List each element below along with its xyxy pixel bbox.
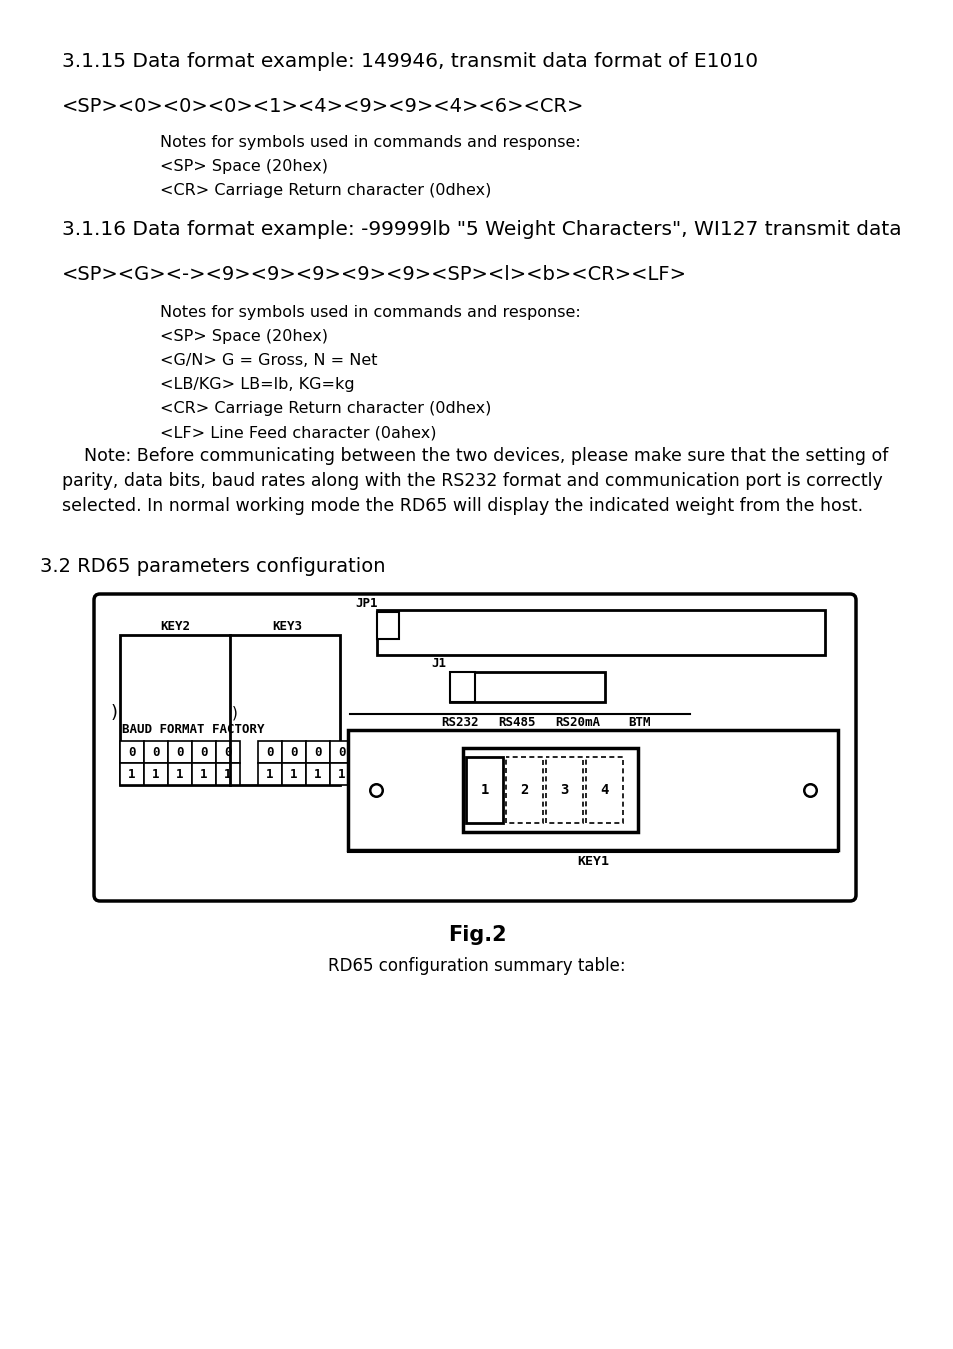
Text: <CR> Carriage Return character (0dhex): <CR> Carriage Return character (0dhex) — [160, 183, 491, 198]
Text: BAUD FORMAT FACTORY: BAUD FORMAT FACTORY — [122, 723, 264, 737]
Text: 0: 0 — [176, 746, 184, 758]
Bar — [215, 764, 240, 785]
Bar — [192, 741, 215, 764]
Text: 0: 0 — [152, 746, 159, 758]
Text: <SP><G><-><9><9><9><9><9><SP><l><b><CR><LF>: <SP><G><-><9><9><9><9><9><SP><l><b><CR><… — [62, 264, 686, 285]
Bar — [330, 741, 354, 764]
Text: 1: 1 — [266, 768, 274, 781]
Bar — [144, 741, 168, 764]
Text: KEY2: KEY2 — [160, 621, 190, 633]
Text: KEY3: KEY3 — [272, 621, 302, 633]
Text: Fig.2: Fig.2 — [447, 925, 506, 946]
Text: 3: 3 — [559, 782, 568, 797]
Bar — [120, 741, 144, 764]
Text: JP1: JP1 — [355, 598, 377, 610]
Bar — [257, 764, 282, 785]
Text: 0: 0 — [128, 746, 135, 758]
Text: 0: 0 — [290, 746, 297, 758]
Text: <SP> Space (20hex): <SP> Space (20hex) — [160, 329, 328, 344]
Text: Notes for symbols used in commands and response:: Notes for symbols used in commands and r… — [160, 305, 580, 320]
Text: 3.2 RD65 parameters configuration: 3.2 RD65 parameters configuration — [40, 557, 385, 576]
Text: 1: 1 — [479, 782, 488, 797]
Bar — [257, 741, 282, 764]
Bar — [282, 764, 306, 785]
Text: <LB/KG> LB=lb, KG=kg: <LB/KG> LB=lb, KG=kg — [160, 376, 355, 393]
Text: 0: 0 — [224, 746, 232, 758]
Bar — [462, 747, 638, 832]
Bar — [168, 741, 192, 764]
Text: ): ) — [111, 704, 118, 722]
Text: <CR> Carriage Return character (0dhex): <CR> Carriage Return character (0dhex) — [160, 401, 491, 415]
Bar — [282, 741, 306, 764]
Text: 3.1.15 Data format example: 149946, transmit data format of E1010: 3.1.15 Data format example: 149946, tran… — [62, 53, 758, 71]
Text: <LF> Line Feed character (0ahex): <LF> Line Feed character (0ahex) — [160, 425, 436, 440]
Bar — [120, 635, 339, 785]
Text: 0: 0 — [338, 746, 345, 758]
Text: selected. In normal working mode the RD65 will display the indicated weight from: selected. In normal working mode the RD6… — [62, 496, 862, 515]
Text: parity, data bits, baud rates along with the RS232 format and communication port: parity, data bits, baud rates along with… — [62, 472, 882, 490]
Text: ): ) — [232, 706, 237, 720]
Bar — [306, 764, 330, 785]
Bar — [376, 612, 398, 639]
Bar — [215, 741, 240, 764]
Text: 1: 1 — [128, 768, 135, 781]
Text: RS232: RS232 — [441, 716, 478, 728]
Text: 1: 1 — [224, 768, 232, 781]
Text: KEY1: KEY1 — [577, 855, 608, 867]
Text: 1: 1 — [314, 768, 321, 781]
FancyBboxPatch shape — [94, 594, 855, 901]
Text: 0: 0 — [200, 746, 208, 758]
Bar — [192, 764, 215, 785]
Text: Notes for symbols used in commands and response:: Notes for symbols used in commands and r… — [160, 135, 580, 150]
Text: Note: Before communicating between the two devices, please make sure that the se: Note: Before communicating between the t… — [62, 447, 887, 465]
Bar — [144, 764, 168, 785]
Bar — [585, 757, 622, 823]
Text: 1: 1 — [200, 768, 208, 781]
Text: 1: 1 — [176, 768, 184, 781]
Bar — [450, 672, 604, 701]
Bar — [120, 764, 144, 785]
Text: 2: 2 — [519, 782, 528, 797]
Text: BTM: BTM — [628, 716, 651, 728]
Text: <SP> Space (20hex): <SP> Space (20hex) — [160, 159, 328, 174]
Bar — [168, 764, 192, 785]
Bar — [306, 741, 330, 764]
Text: <G/N> G = Gross, N = Net: <G/N> G = Gross, N = Net — [160, 353, 377, 368]
Bar — [330, 764, 354, 785]
Text: 3.1.16 Data format example: -99999lb "5 Weight Characters", WI127 transmit data: 3.1.16 Data format example: -99999lb "5 … — [62, 220, 901, 239]
Text: 0: 0 — [266, 746, 274, 758]
Text: RS485: RS485 — [497, 716, 536, 728]
Bar — [376, 610, 824, 656]
Text: RD65 configuration summary table:: RD65 configuration summary table: — [328, 956, 625, 975]
Text: J1: J1 — [431, 657, 446, 670]
Text: RS20mA: RS20mA — [555, 716, 599, 728]
Text: 1: 1 — [290, 768, 297, 781]
Bar — [348, 730, 837, 850]
Text: 1: 1 — [152, 768, 159, 781]
Text: <SP><0><0><0><1><4><9><9><4><6><CR>: <SP><0><0><0><1><4><9><9><4><6><CR> — [62, 97, 584, 116]
Text: 1: 1 — [338, 768, 345, 781]
Bar — [450, 672, 475, 701]
Bar — [545, 757, 582, 823]
Bar — [465, 757, 502, 823]
Text: 4: 4 — [599, 782, 608, 797]
Text: 0: 0 — [314, 746, 321, 758]
Bar — [505, 757, 542, 823]
